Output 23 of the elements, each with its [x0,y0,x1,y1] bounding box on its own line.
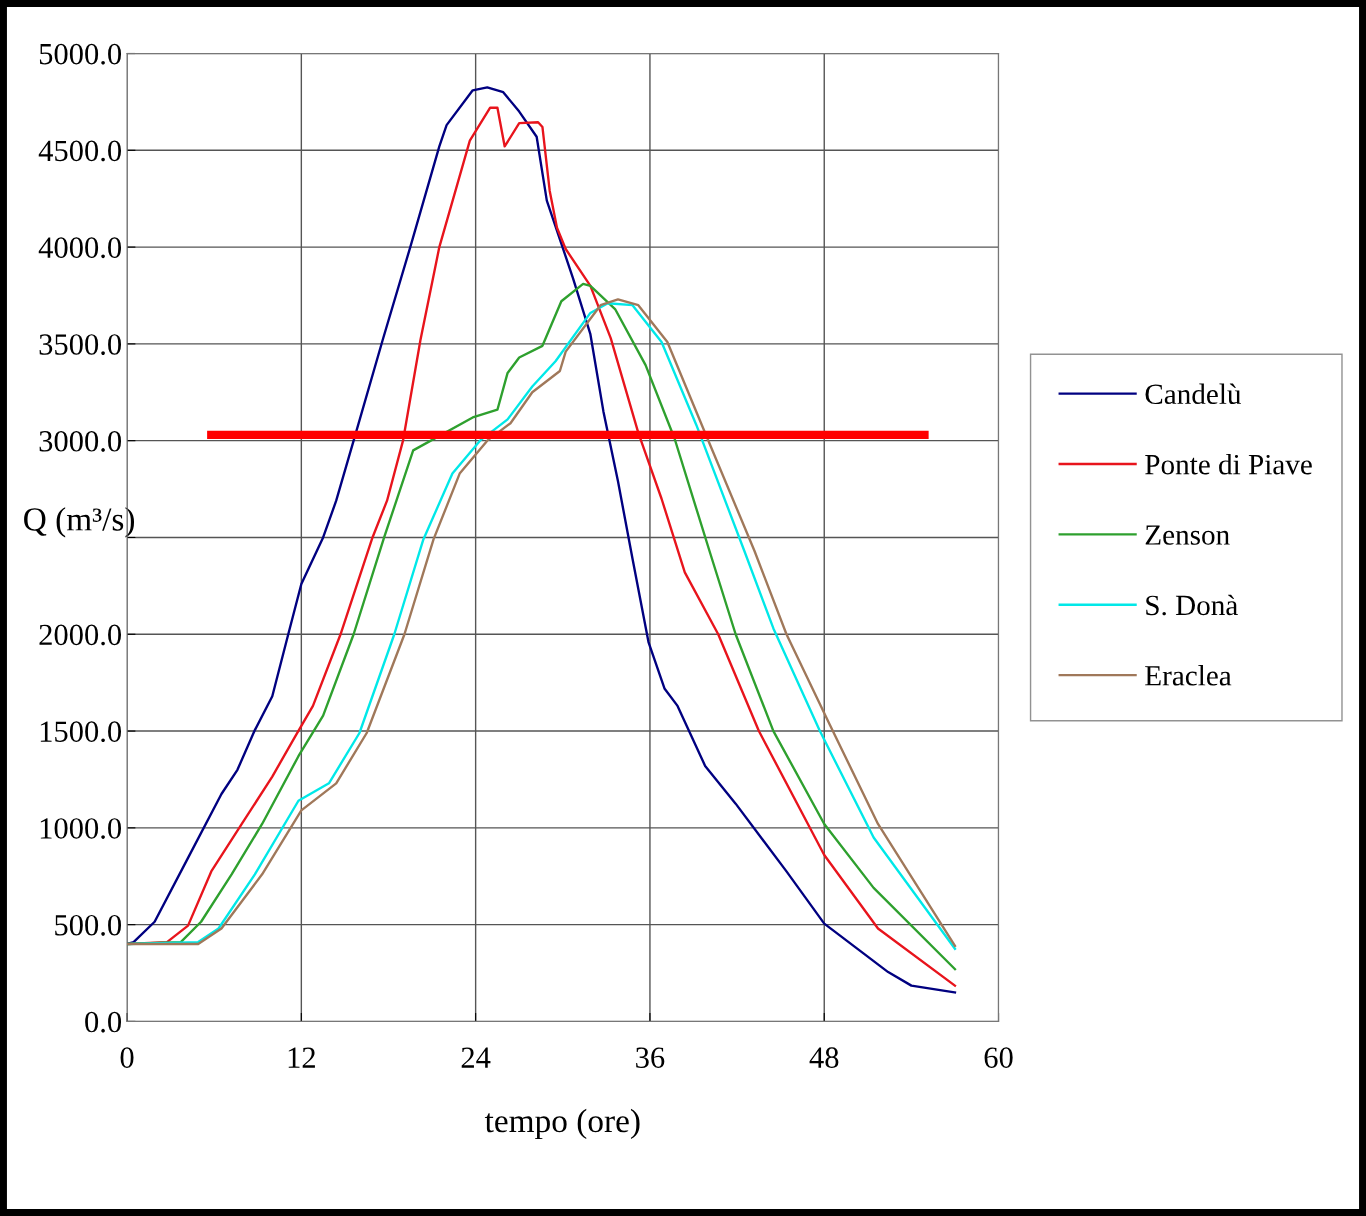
y-tick-label: 0.0 [85,1011,122,1033]
y-tick-label: 5000.0 [39,43,122,65]
x-tick-label: 0 [120,1047,134,1068]
legend-label: Ponte di Piave [1145,453,1312,475]
x-axis-title: tempo (ore) [484,1108,640,1140]
legend-label: Zenson [1145,525,1230,545]
x-tick-label: 12 [288,1047,315,1068]
x-tick-label: 48 [809,1047,839,1068]
legend-label: Candelù [1145,383,1242,405]
y-tick-label: 1000.0 [40,818,122,839]
y-axis-title: Q (m³/s) [24,507,135,538]
y-tick-label: 2000.0 [39,624,122,646]
x-tick-label: 36 [636,1047,665,1068]
x-tick-label: 60 [984,1047,1013,1068]
y-tick-label: 3000.0 [39,430,122,452]
y-tick-label: 4000.0 [38,237,122,259]
legend-label: Eraclea [1145,665,1232,686]
legend-label: S. Donà [1146,594,1238,616]
y-tick-label: 1500.0 [40,721,122,743]
y-tick-label: 3500.0 [39,334,122,355]
y-tick-label: 500.0 [55,914,122,936]
x-tick-label: 24 [461,1047,491,1068]
y-tick-label: 4500.0 [38,140,122,162]
